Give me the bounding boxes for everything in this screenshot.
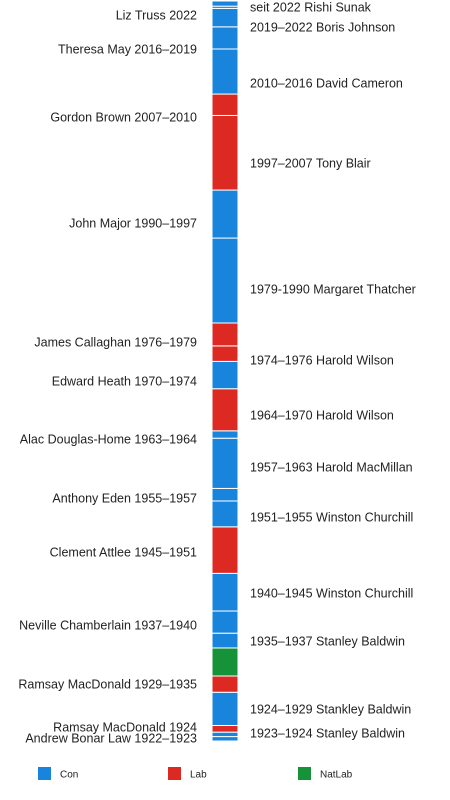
timeline-bar-segment — [211, 632, 239, 649]
pm-label: Theresa May 2016–2019 — [58, 42, 197, 56]
pm-label: 2010–2016 David Cameron — [250, 76, 403, 90]
pm-label: 1924–1929 Stankley Baldwin — [250, 702, 411, 716]
timeline-bar-segment — [211, 237, 239, 324]
pm-label: Gordon Brown 2007–2010 — [50, 110, 197, 124]
pm-label: 1940–1945 Winston Churchill — [250, 586, 413, 600]
timeline-bar-segment — [211, 572, 239, 612]
timeline-bar-segment — [211, 345, 239, 362]
legend-swatch — [38, 767, 51, 780]
timeline-bar-group — [211, 0, 239, 742]
timeline-bar-segment — [211, 0, 239, 7]
legend-item: Con — [38, 767, 78, 781]
pm-label: 1979-1990 Margaret Thatcher — [250, 282, 416, 296]
timeline-bar-segment — [211, 7, 239, 28]
timeline-bar-segment — [211, 360, 239, 390]
pm-label: 1997–2007 Tony Blair — [250, 156, 371, 170]
legend: Con Lab NatLab — [38, 767, 353, 781]
timeline-bar-segment — [211, 322, 239, 347]
timeline-bar-segment — [211, 724, 239, 733]
pm-label: Ramsay MacDonald 1924 — [53, 720, 197, 734]
pm-label: Anthony Eden 1955–1957 — [52, 491, 197, 505]
pm-label: 1951–1955 Winston Churchill — [250, 510, 413, 524]
pm-label: 1974–1976 Harold Wilson — [250, 353, 394, 367]
pm-label: Andrew Bonar Law 1922–1923 — [25, 731, 197, 745]
pm-label: James Callaghan 1976–1979 — [34, 335, 197, 349]
legend-item: Lab — [168, 767, 207, 781]
pm-label: Neville Chamberlain 1937–1940 — [19, 618, 197, 632]
pm-label: Edward Heath 1970–1974 — [52, 374, 197, 388]
timeline-bar-segment — [211, 526, 239, 574]
legend-swatch — [298, 767, 311, 780]
timeline-label-group: Andrew Bonar Law 1922–1923 1923–1924 Stan… — [18, 0, 415, 745]
pm-label: Liz Truss 2022 — [116, 8, 197, 22]
timeline-bar-segment — [211, 500, 239, 528]
timeline-bar-segment — [211, 430, 239, 439]
pm-label: 1964–1970 Harold Wilson — [250, 408, 394, 422]
timeline-bar-segment — [211, 48, 239, 95]
legend-item: NatLab — [298, 767, 353, 781]
timeline-bar-segment — [211, 736, 239, 742]
pm-label: 1957–1963 Harold MacMillan — [250, 460, 413, 474]
pm-label: Ramsay MacDonald 1929–1935 — [18, 677, 197, 691]
pm-label: 1935–1937 Stanley Baldwin — [250, 634, 405, 648]
pm-label: Alac Douglas-Home 1963–1964 — [20, 432, 197, 446]
pm-label: 1923–1924 Stanley Baldwin — [250, 726, 405, 740]
pm-label: John Major 1990–1997 — [69, 216, 197, 230]
timeline-bar-segment — [211, 675, 239, 693]
legend-swatch — [168, 767, 181, 780]
timeline-bar-segment — [211, 437, 239, 489]
timeline-bar-segment — [211, 93, 239, 116]
pm-label: 2019–2022 Boris Johnson — [250, 20, 395, 34]
timeline-bar-segment — [211, 647, 239, 677]
timeline-bar-segment — [211, 487, 239, 502]
timeline-bar-segment — [211, 114, 239, 191]
timeline-bar-segment — [211, 189, 239, 239]
pm-label: Clement Attlee 1945–1951 — [50, 545, 197, 559]
timeline-bar-segment — [211, 610, 239, 634]
legend-label: NatLab — [320, 770, 353, 781]
legend-label: Lab — [190, 770, 207, 781]
timeline-bar-segment — [211, 691, 239, 726]
timeline-bar-segment — [211, 388, 239, 432]
legend-label: Con — [60, 770, 78, 781]
timeline-bar-segment — [211, 731, 239, 738]
pm-label: seit 2022 Rishi Sunak — [250, 0, 372, 14]
timeline-bar-segment — [211, 26, 239, 50]
